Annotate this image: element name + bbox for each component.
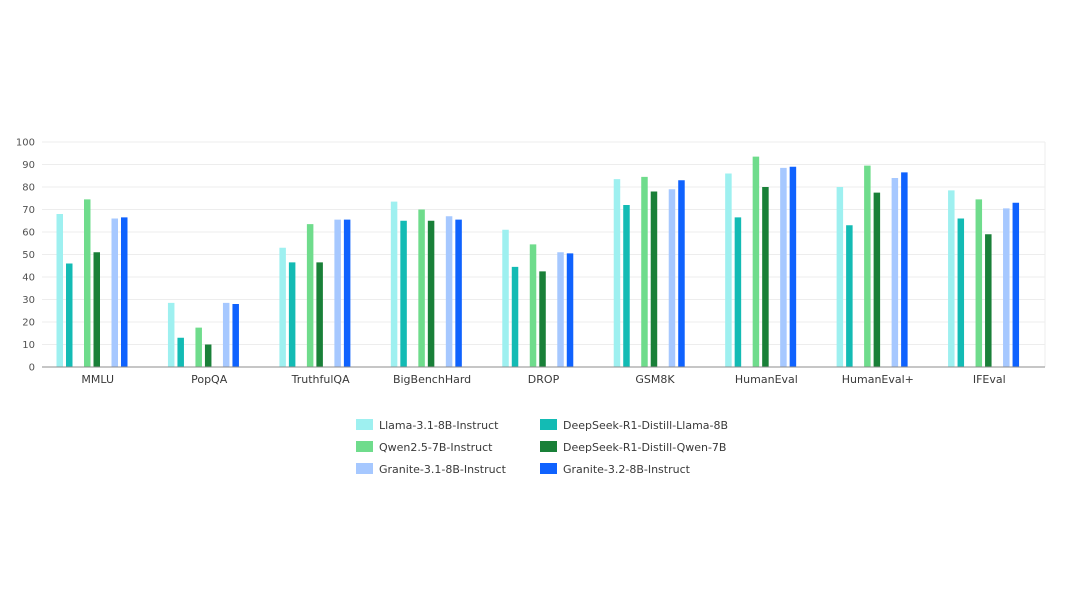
legend-item: Granite-3.1-8B-Instruct	[356, 463, 507, 476]
bar-popqa-series-0	[167, 302, 175, 367]
bar-mmlu-series-5	[121, 217, 128, 367]
bar-humaneval-series-1	[734, 217, 742, 367]
bar-popqa-series-5	[232, 304, 239, 367]
bar-gsm8k-series-4	[668, 189, 676, 367]
bar-bigbenchhard-series-4	[445, 216, 453, 367]
bar-drop-series-3	[539, 271, 546, 367]
legend-label: DeepSeek-R1-Distill-Qwen-7B	[563, 441, 726, 454]
legend-swatch	[540, 463, 557, 474]
legend-item: Llama-3.1-8B-Instruct	[356, 419, 499, 432]
bar-mmlu-series-1	[66, 263, 73, 367]
y-tick-label: 10	[22, 340, 35, 351]
bar-mmlu-series-4	[111, 218, 118, 367]
gridlines	[42, 141, 1046, 367]
bar-truthfulqa-series-2	[306, 224, 314, 367]
legend-swatch	[356, 441, 373, 452]
x-tick-label: DROP	[528, 373, 560, 386]
bar-truthfulqa-series-5	[343, 219, 351, 367]
axes: 0 10 20 30 40 50 60 70 80 90 100 MMLU PopQA TruthfulQ…	[16, 138, 1045, 386]
x-tick-label: GSM8K	[635, 373, 675, 386]
bar-drop-series-4	[557, 252, 564, 367]
bar-bigbenchhard-series-5	[455, 219, 462, 367]
bar-truthfulqa-series-4	[334, 219, 341, 367]
legend-swatch	[356, 419, 373, 430]
bar-drop-series-1	[511, 266, 519, 367]
y-tick-label: 70	[22, 205, 35, 216]
bar-gsm8k-series-1	[623, 205, 630, 367]
bar-humaneval-series-5	[901, 172, 908, 367]
bar-humaneval-series-0	[836, 187, 844, 367]
y-tick-label: 100	[16, 138, 35, 149]
y-tick-label: 50	[22, 250, 35, 261]
legend-label: Granite-3.1-8B-Instruct	[379, 463, 507, 476]
bar-ifeval-series-3	[985, 234, 992, 367]
bar-humaneval-series-0	[725, 173, 732, 367]
bar-bigbenchhard-series-1	[400, 220, 407, 367]
y-tick-label: 80	[22, 183, 35, 194]
y-tick-label: 90	[22, 160, 35, 171]
bar-humaneval-series-1	[846, 225, 853, 367]
bar-humaneval-series-3	[762, 187, 769, 367]
legend-label: DeepSeek-R1-Distill-Llama-8B	[563, 419, 728, 432]
bar-mmlu-series-3	[93, 252, 100, 367]
bar-gsm8k-series-0	[613, 179, 621, 367]
bar-humaneval-series-5	[789, 166, 797, 367]
bar-bigbenchhard-series-0	[390, 201, 398, 367]
y-tick-label: 40	[22, 273, 35, 284]
bar-drop-series-0	[502, 229, 509, 367]
legend-item: Granite-3.2-8B-Instruct	[540, 463, 691, 476]
bars	[56, 156, 1020, 367]
x-tick-label: HumanEval+	[842, 373, 914, 386]
bar-humaneval-series-4	[891, 178, 899, 367]
bar-ifeval-series-1	[957, 218, 965, 367]
bar-ifeval-series-0	[948, 190, 955, 367]
legend-swatch	[356, 463, 373, 474]
y-tick-label: 20	[22, 318, 35, 329]
legend-label: Qwen2.5-7B-Instruct	[379, 441, 493, 454]
x-tick-label: IFEval	[973, 373, 1006, 386]
bar-gsm8k-series-2	[641, 176, 648, 367]
bar-ifeval-series-5	[1012, 202, 1020, 367]
bar-gsm8k-series-5	[678, 180, 685, 367]
bar-mmlu-series-2	[84, 199, 91, 367]
bar-ifeval-series-4	[1003, 208, 1010, 367]
bar-drop-series-5	[566, 253, 574, 367]
bar-popqa-series-1	[177, 337, 184, 367]
bar-humaneval-series-2	[752, 156, 760, 367]
x-tick-label: TruthfulQA	[291, 373, 350, 386]
x-tick-label: HumanEval	[735, 373, 798, 386]
legend-label: Granite-3.2-8B-Instruct	[563, 463, 691, 476]
bar-drop-series-2	[529, 244, 537, 367]
x-tick-label: BigBenchHard	[393, 373, 471, 386]
legend-label: Llama-3.1-8B-Instruct	[379, 419, 499, 432]
bar-popqa-series-4	[222, 302, 230, 367]
bar-truthfulqa-series-0	[279, 247, 286, 367]
x-tick-label: MMLU	[81, 373, 114, 386]
bar-popqa-series-3	[204, 344, 212, 367]
y-tick-label: 30	[22, 295, 35, 306]
bar-popqa-series-2	[195, 327, 202, 367]
y-tick-label: 60	[22, 228, 35, 239]
bar-ifeval-series-2	[975, 199, 983, 367]
bar-mmlu-series-0	[56, 214, 63, 367]
bar-gsm8k-series-3	[650, 191, 658, 367]
bar-bigbenchhard-series-2	[418, 209, 425, 367]
legend-item: DeepSeek-R1-Distill-Llama-8B	[540, 419, 728, 432]
legend-item: DeepSeek-R1-Distill-Qwen-7B	[540, 441, 726, 454]
bar-bigbenchhard-series-3	[427, 220, 435, 367]
legend-item: Qwen2.5-7B-Instruct	[356, 441, 493, 454]
bar-humaneval-series-4	[780, 167, 787, 367]
bar-humaneval-series-3	[873, 192, 881, 367]
bar-humaneval-series-2	[864, 165, 871, 367]
legend-swatch	[540, 441, 557, 452]
bar-truthfulqa-series-1	[288, 262, 296, 367]
bar-truthfulqa-series-3	[316, 262, 323, 367]
y-tick-label: 0	[29, 363, 35, 374]
legend: Llama-3.1-8B-Instruct DeepSeek-R1-Distill…	[356, 419, 728, 476]
legend-swatch	[540, 419, 557, 430]
x-tick-label: PopQA	[191, 373, 228, 386]
